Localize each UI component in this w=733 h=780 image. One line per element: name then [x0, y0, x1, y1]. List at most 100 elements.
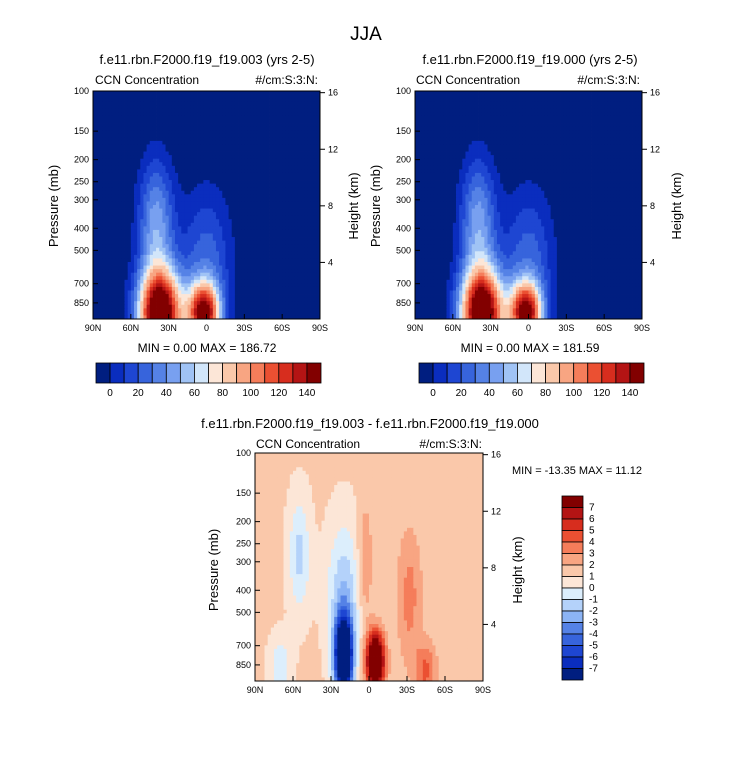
contour-cell [279, 155, 283, 160]
contour-cell [203, 215, 207, 220]
contour-cell [316, 172, 321, 177]
contour-cell [316, 94, 321, 99]
contour-cell [301, 162, 305, 167]
contour-cell [253, 251, 258, 256]
contour-cell [307, 169, 311, 174]
contour-cell [247, 197, 252, 202]
contour-cell [146, 112, 151, 117]
contour-cell [474, 94, 479, 99]
contour-cell [231, 237, 236, 242]
contour-cell [124, 301, 129, 306]
contour-cell [522, 98, 526, 103]
contour-cell [553, 94, 558, 99]
contour-cell [263, 169, 267, 174]
contour-cell [459, 98, 463, 103]
contour-cell [222, 183, 226, 188]
contour-cell [93, 265, 97, 270]
contour-cell [93, 269, 97, 274]
contour-cell [537, 94, 542, 99]
contour-cell [127, 229, 132, 234]
contour-cell [174, 140, 179, 145]
contour-cell [269, 244, 274, 249]
contour-cell [225, 194, 229, 199]
contour-cell [304, 208, 308, 213]
contour-cell [174, 208, 179, 213]
contour-cell [256, 183, 261, 188]
contour-cell [190, 194, 195, 199]
contour-cell [197, 98, 201, 103]
contour-cell [269, 165, 274, 170]
contour-cell [137, 194, 141, 199]
contour-cell [626, 91, 630, 95]
contour-cell [171, 212, 176, 217]
contour-cell [234, 197, 239, 202]
contour-cell [165, 176, 170, 181]
contour-cell [156, 272, 160, 277]
contour-cell [184, 158, 188, 163]
contour-cell [215, 262, 220, 266]
contour-cell [212, 162, 217, 167]
contour-cell [168, 194, 173, 199]
contour-cell [118, 91, 122, 95]
contour-cell [301, 105, 305, 110]
contour-cell [285, 254, 289, 259]
contour-cell [99, 140, 103, 145]
contour-cell [449, 101, 454, 106]
contour-cell [266, 183, 270, 188]
contour-cell [279, 311, 283, 316]
contour-cell [279, 119, 283, 124]
contour-cell [178, 279, 182, 284]
contour-cell [241, 265, 245, 270]
contour-cell [212, 290, 217, 295]
contour-cell [206, 262, 211, 266]
contour-cell [301, 140, 305, 145]
contour-cell [304, 126, 308, 131]
contour-cell [165, 311, 170, 316]
contour-cell [159, 251, 163, 256]
contour-cell [130, 165, 135, 170]
contour-cell [193, 297, 198, 302]
contour-cell [200, 219, 204, 224]
contour-cell [96, 151, 100, 156]
contour-cell [307, 297, 311, 302]
contour-cell [149, 290, 154, 295]
contour-cell [124, 194, 129, 199]
contour-cell [127, 233, 132, 238]
contour-cell [241, 137, 245, 142]
contour-cell [203, 315, 207, 320]
contour-cell [99, 258, 103, 263]
contour-cell [121, 155, 125, 160]
contour-cell [250, 158, 255, 163]
contour-cell [124, 297, 129, 302]
colorbar-box [278, 362, 294, 384]
contour-cell [253, 105, 258, 110]
contour-cell [168, 98, 173, 103]
contour-cell [316, 265, 321, 270]
contour-cell [231, 194, 236, 199]
contour-cell [121, 169, 125, 174]
contour-cell [115, 140, 119, 145]
contour-cell [269, 208, 274, 213]
contour-cell [111, 140, 116, 145]
contour-cell [187, 133, 192, 138]
contour-cell [316, 140, 321, 145]
contour-cell [244, 190, 248, 195]
contour-cell [143, 105, 147, 110]
contour-cell [263, 133, 267, 138]
contour-cell [231, 311, 236, 316]
contour-cell [250, 180, 255, 185]
contour-cell [121, 94, 125, 99]
contour-cell [316, 119, 321, 124]
contour-cell [260, 311, 264, 316]
contour-cell [127, 140, 132, 145]
contour-cell [219, 247, 223, 252]
contour-cell [219, 101, 223, 106]
contour-cell [187, 233, 192, 238]
contour-cell [247, 130, 252, 135]
contour-cell [108, 258, 113, 263]
contour-cell [256, 272, 261, 277]
contour-cell [133, 148, 138, 152]
contour-cell [197, 165, 201, 170]
contour-cell [149, 176, 154, 181]
contour-cell [512, 101, 517, 106]
